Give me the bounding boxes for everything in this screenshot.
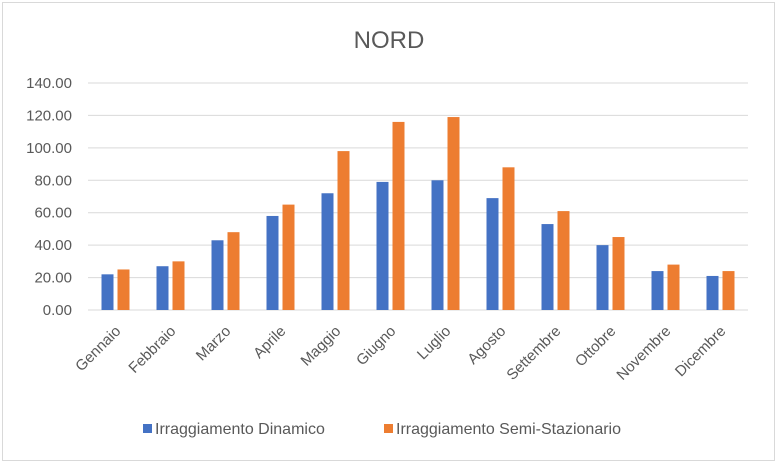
x-tick-label: Maggio	[298, 323, 345, 370]
x-tick-label: Agosto	[464, 323, 509, 368]
y-tick-label: 60.00	[34, 205, 72, 222]
x-tick-label: Novembre	[613, 323, 674, 384]
gridlines	[88, 82, 748, 311]
x-tick-label: Aprile	[250, 323, 289, 362]
y-tick-label: 20.00	[34, 270, 72, 287]
bar-dinamico-ottobre	[596, 245, 609, 310]
y-axis-ticks: 0.00 20.00 40.00 60.00 80.00 100.00 120.00 140.…	[26, 75, 72, 319]
bar-semi-stazionario-maggio	[337, 151, 350, 310]
x-axis-ticks: Gennaio Febbraio Marzo Aprile Maggio Giugno Lu…	[72, 323, 729, 384]
bar-semi-stazionario-dicembre	[722, 271, 735, 310]
bar-dinamico-marzo	[211, 240, 224, 310]
y-tick-label: 40.00	[34, 237, 72, 254]
y-tick-label: 100.00	[26, 140, 72, 157]
bar-dinamico-dicembre	[706, 275, 719, 310]
bar-semi-stazionario-giugno	[392, 121, 405, 311]
x-tick-label: Giugno	[353, 323, 399, 369]
bar-dinamico-maggio	[321, 193, 334, 310]
bar-semi-stazionario-luglio	[447, 117, 460, 310]
bar-dinamico-giugno	[376, 181, 389, 310]
bar-dinamico-agosto	[486, 198, 499, 310]
x-tick-label: Ottobre	[572, 323, 619, 370]
bar-semi-stazionario-aprile	[282, 204, 295, 310]
legend-label: Irraggiamento Dinamico	[155, 421, 325, 438]
legend-swatch	[143, 424, 152, 433]
y-tick-label: 80.00	[34, 172, 72, 189]
bar-dinamico-luglio	[431, 180, 444, 310]
x-tick-label: Luglio	[414, 323, 454, 363]
bar-semi-stazionario-marzo	[227, 232, 240, 310]
x-tick-label: Marzo	[193, 323, 234, 364]
bar-semi-stazionario-ottobre	[612, 237, 625, 310]
bar-semi-stazionario-agosto	[502, 167, 515, 310]
chart-title: NORD	[354, 27, 425, 54]
legend: Irraggiamento Dinamico Irraggiamento Semi…	[143, 421, 621, 438]
bar-dinamico-novembre	[651, 271, 664, 310]
bar-semi-stazionario-gennaio	[117, 269, 130, 310]
legend-label: Irraggiamento Semi-Stazionario	[396, 421, 621, 438]
x-tick-label: Gennaio	[72, 323, 124, 375]
bars	[101, 117, 735, 311]
bar-dinamico-settembre	[541, 224, 554, 310]
x-tick-label: Settembre	[503, 323, 564, 384]
x-tick-label: Dicembre	[672, 323, 729, 380]
bar-dinamico-febbraio	[156, 266, 169, 310]
bar-semi-stazionario-febbraio	[172, 261, 185, 310]
bar-dinamico-gennaio	[101, 274, 114, 310]
y-tick-label: 0.00	[43, 302, 72, 319]
y-tick-label: 140.00	[26, 75, 72, 92]
bar-dinamico-aprile	[266, 215, 279, 310]
x-tick-label: Febbraio	[125, 323, 179, 377]
bar-semi-stazionario-settembre	[557, 211, 570, 310]
bar-semi-stazionario-novembre	[667, 264, 680, 310]
y-tick-label: 120.00	[26, 107, 72, 124]
legend-swatch	[384, 424, 393, 433]
